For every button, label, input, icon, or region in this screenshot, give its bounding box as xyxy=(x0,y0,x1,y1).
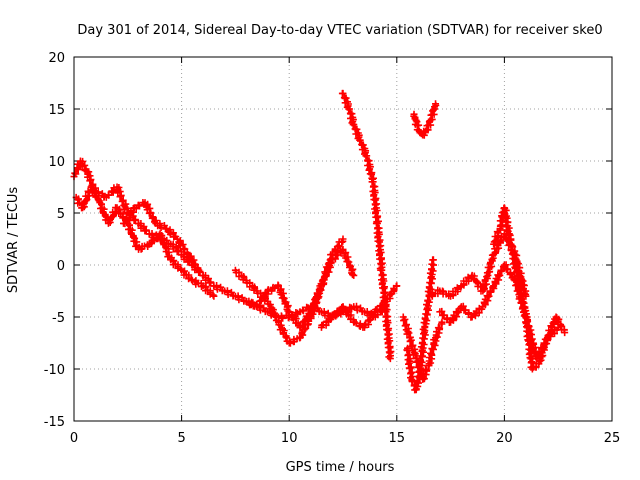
trace-markers xyxy=(191,277,205,291)
x-tick-label: 20 xyxy=(496,431,513,446)
series-arc-5 xyxy=(242,245,358,332)
trace-markers xyxy=(514,272,530,321)
trace-markers xyxy=(403,346,416,382)
trace-markers xyxy=(406,336,421,362)
trace-markers xyxy=(121,205,137,228)
data-point xyxy=(429,256,437,264)
series-arc-6 xyxy=(338,89,395,363)
trace-markers xyxy=(232,268,248,284)
trace-markers xyxy=(349,121,363,142)
trace-markers xyxy=(415,127,425,138)
y-tick-label: 15 xyxy=(48,103,65,118)
y-axis-label: SDTVAR / TECUs xyxy=(6,187,21,294)
trace-markers xyxy=(372,219,386,272)
trace-markers xyxy=(361,308,379,329)
trace-markers xyxy=(285,309,304,332)
chart-title: Day 301 of 2014, Sidereal Day-to-day VTE… xyxy=(77,23,602,38)
trace-markers xyxy=(372,298,389,314)
trace-markers xyxy=(317,258,335,288)
data-point xyxy=(350,271,358,279)
y-tick-label: 20 xyxy=(48,51,65,66)
x-tick-label: 5 xyxy=(177,431,185,446)
data-point xyxy=(438,318,446,326)
data-point xyxy=(386,355,394,363)
trace-markers xyxy=(339,246,357,279)
series-arc-10 xyxy=(399,313,446,383)
data-point xyxy=(210,292,218,300)
y-tick-label: -15 xyxy=(44,415,65,430)
trace-markers xyxy=(306,284,324,314)
trace-markers xyxy=(339,303,357,324)
series-arc-13 xyxy=(490,204,569,373)
y-tick-label: 10 xyxy=(48,155,65,170)
trace-markers xyxy=(299,303,313,315)
trace-markers xyxy=(157,231,175,262)
trace-markers xyxy=(274,283,292,315)
x-tick-label: 10 xyxy=(281,431,298,446)
trace-markers xyxy=(420,127,430,139)
trace-markers xyxy=(420,293,434,330)
x-axis-label: GPS time / hours xyxy=(286,460,395,475)
series-arc-2 xyxy=(72,183,218,300)
data-point xyxy=(195,266,203,274)
trace-markers xyxy=(114,184,132,216)
series-arc-3 xyxy=(119,199,203,274)
y-tick-label: 5 xyxy=(57,207,65,222)
trace-markers xyxy=(428,286,442,300)
x-tick-label: 0 xyxy=(70,431,78,446)
x-tick-label: 25 xyxy=(604,431,621,446)
trace-markers xyxy=(425,336,440,367)
trace-markers xyxy=(368,178,382,226)
trace-markers xyxy=(470,304,486,320)
trace-markers xyxy=(491,262,509,288)
data-marks xyxy=(70,89,569,394)
trace-markers xyxy=(142,200,160,226)
trace-markers xyxy=(382,282,400,303)
y-tick-label: -5 xyxy=(52,311,65,326)
data-point xyxy=(432,100,440,108)
y-tick-label: -10 xyxy=(44,363,65,378)
trace-markers xyxy=(470,272,486,295)
data-point xyxy=(561,329,569,337)
series-arc-7 xyxy=(317,282,401,331)
trace-markers xyxy=(535,335,551,365)
trace-markers xyxy=(544,314,561,339)
trace-markers xyxy=(78,157,90,174)
trace-markers xyxy=(186,252,202,273)
series-arc-11 xyxy=(425,230,530,300)
trace-markers xyxy=(164,226,180,241)
trace-markers xyxy=(522,314,537,371)
trace-markers xyxy=(106,204,120,226)
trace-markers xyxy=(381,308,395,361)
x-tick-label: 15 xyxy=(389,431,406,446)
y-tick-label: 0 xyxy=(57,259,65,274)
trace-markers xyxy=(480,283,498,309)
trace-markers xyxy=(400,315,414,341)
trace-markers xyxy=(500,205,515,248)
trace-markers xyxy=(479,251,497,293)
plot-frame xyxy=(73,56,613,422)
trace-markers xyxy=(423,117,435,134)
series-arc-9 xyxy=(410,100,440,139)
trace-markers xyxy=(296,309,315,330)
trace-markers xyxy=(253,289,272,309)
data-point xyxy=(339,235,347,243)
trace-markers xyxy=(125,221,143,251)
trace-markers xyxy=(264,300,283,325)
data-point xyxy=(393,282,401,290)
trace-markers xyxy=(275,321,294,345)
